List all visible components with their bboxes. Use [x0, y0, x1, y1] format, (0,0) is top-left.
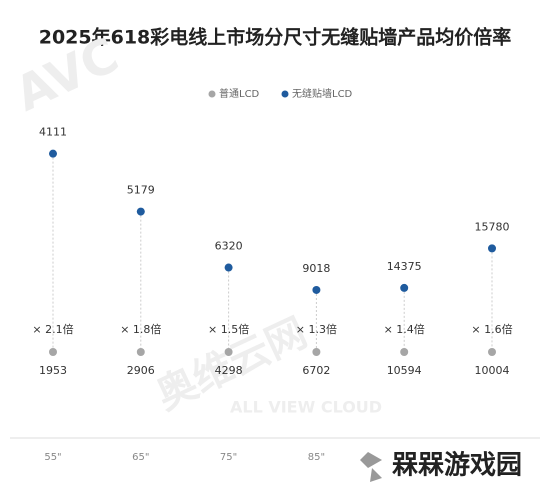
data-label: 9018	[302, 262, 330, 275]
data-label: 4298	[215, 364, 243, 377]
data-label: 10004	[475, 364, 510, 377]
x-tick-label: 55"	[44, 452, 61, 463]
ratio-label: × 1.6倍	[471, 322, 512, 336]
data-label: 5179	[127, 184, 155, 197]
dot	[400, 348, 409, 356]
dot	[49, 348, 57, 356]
ratio-label: × 1.5倍	[208, 322, 249, 336]
ratio-label: × 1.3倍	[296, 322, 337, 336]
logo-box	[352, 442, 548, 490]
watermark: ALL VIEW CLOUD	[230, 398, 382, 417]
dot	[312, 285, 321, 294]
dot	[136, 348, 145, 356]
dot	[224, 348, 233, 356]
x-tick-label: 85"	[308, 452, 325, 463]
data-label: 6702	[302, 364, 330, 377]
data-label: 2906	[127, 364, 155, 377]
chart-title: 2025年618彩电线上市场分尺寸无缝贴墙产品均价倍率	[39, 26, 512, 49]
dot	[312, 348, 321, 356]
data-label: 1953	[39, 364, 67, 377]
dot	[136, 207, 145, 216]
legend-label: 无缝贴墙LCD	[292, 87, 353, 100]
data-label: 10594	[387, 364, 422, 377]
data-label: 14375	[387, 260, 422, 273]
dot	[488, 244, 496, 253]
data-label: 15780	[475, 220, 510, 233]
logo-text: 槑槑游戏园	[392, 451, 522, 481]
dot	[400, 283, 409, 292]
data-label: 6320	[215, 240, 243, 253]
legend-marker	[208, 90, 216, 98]
logo-icon	[360, 452, 382, 482]
data-label: 4111	[39, 126, 67, 139]
x-tick-label: 65"	[132, 452, 149, 463]
dot	[224, 263, 233, 272]
dot	[488, 348, 496, 356]
x-tick-label: 75"	[220, 452, 237, 463]
legend-label: 普通LCD	[219, 87, 260, 100]
legend-marker	[281, 90, 289, 98]
ratio-label: × 2.1倍	[32, 322, 73, 336]
ratio-label: × 1.8倍	[120, 322, 161, 336]
dot	[49, 149, 57, 158]
ratio-label: × 1.4倍	[384, 322, 425, 336]
